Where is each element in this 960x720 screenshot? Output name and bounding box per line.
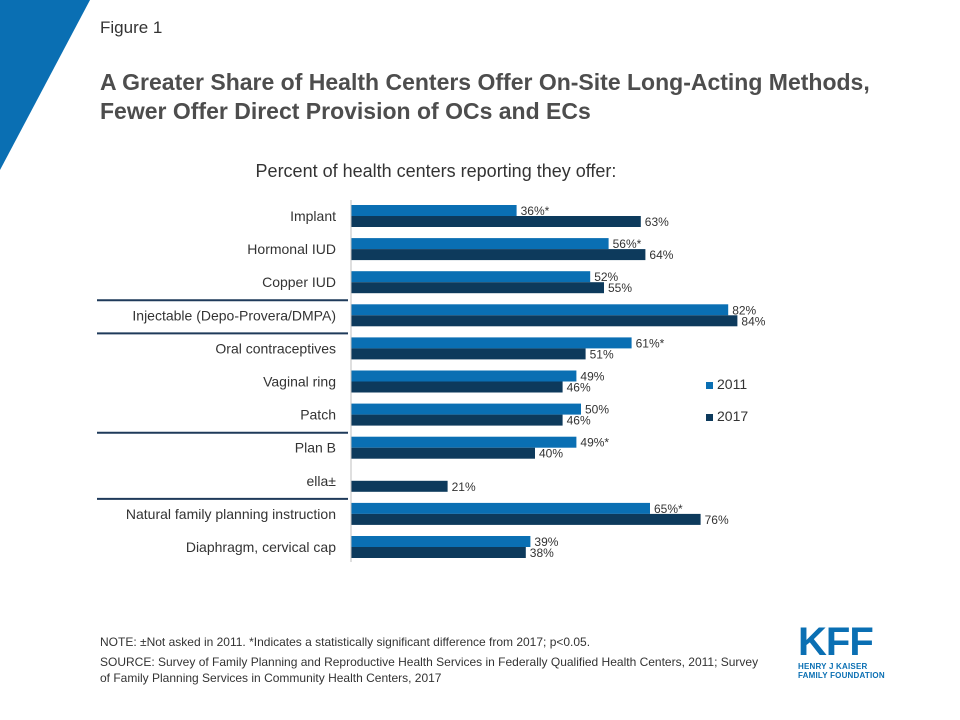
bar-2017-oral-contraceptives	[351, 348, 586, 360]
bar-2011-injectable-depo-provera-dmpa	[351, 304, 729, 316]
data-label-2011-vaginal-ring: 49%	[580, 370, 604, 384]
category-label-implant: Implant	[290, 208, 336, 224]
kff-logo: KFF HENRY J KAISER FAMILY FOUNDATION	[798, 622, 908, 680]
logo-mark: KFF	[798, 620, 874, 664]
data-label-2017-ella: 21%	[452, 480, 476, 494]
bar-2017-plan-b	[351, 447, 535, 459]
figure-label: Figure 1	[100, 18, 163, 37]
category-label-injectable-depo-provera-dmpa: Injectable (Depo-Provera/DMPA)	[132, 307, 336, 323]
data-label-2011-implant: 36%*	[521, 204, 550, 218]
category-label-vaginal-ring: Vaginal ring	[263, 374, 336, 390]
bar-2011-plan-b	[351, 436, 577, 448]
data-label-2011-oral-contraceptives: 61%*	[636, 336, 665, 350]
data-label-2017-implant: 63%	[645, 215, 669, 229]
category-label-oral-contraceptives: Oral contraceptives	[215, 340, 336, 356]
logo-line-2: FAMILY FOUNDATION	[798, 671, 885, 680]
data-label-2017-natural-family-planning-instruction: 76%	[705, 513, 729, 527]
bar-2017-natural-family-planning-instruction	[351, 513, 701, 525]
category-label-plan-b: Plan B	[295, 440, 336, 456]
chart-subtitle: Percent of health centers reporting they…	[255, 161, 617, 181]
data-label-2011-copper-iud: 52%	[594, 270, 618, 284]
data-label-2017-hormonal-iud: 64%	[649, 248, 673, 262]
bar-2017-ella	[351, 480, 448, 492]
data-label-2011-injectable-depo-provera-dmpa: 82%	[732, 303, 756, 317]
legend-swatch-2017	[706, 414, 713, 421]
data-label-2011-hormonal-iud: 56%*	[613, 237, 642, 251]
category-label-copper-iud: Copper IUD	[262, 274, 336, 290]
data-label-2017-plan-b: 40%	[539, 447, 563, 461]
footnote: NOTE: ±Not asked in 2011. *Indicates a s…	[100, 635, 591, 649]
bar-2011-vaginal-ring	[351, 370, 577, 382]
data-label-2017-copper-iud: 55%	[608, 281, 632, 295]
data-label-2011-patch: 50%	[585, 403, 609, 417]
category-label-natural-family-planning-instruction: Natural family planning instruction	[126, 506, 336, 522]
bar-2017-diaphragm-cervical-cap	[351, 547, 526, 558]
category-label-hormonal-iud: Hormonal IUD	[247, 241, 336, 257]
bar-2011-natural-family-planning-instruction	[351, 502, 650, 514]
bar-2011-copper-iud	[351, 271, 591, 283]
bar-2017-copper-iud	[351, 282, 604, 294]
data-label-2017-oral-contraceptives: 51%	[590, 347, 614, 361]
category-label-patch: Patch	[300, 407, 336, 423]
bar-2011-oral-contraceptives	[351, 337, 632, 349]
category-label-diaphragm-cervical-cap: Diaphragm, cervical cap	[186, 539, 336, 555]
data-label-2017-diaphragm-cervical-cap: 38%	[530, 546, 554, 560]
bar-2011-hormonal-iud	[351, 238, 609, 250]
bar-2017-injectable-depo-provera-dmpa	[351, 315, 738, 327]
category-label-ella: ella±	[307, 473, 337, 489]
data-label-2011-diaphragm-cervical-cap: 39%	[534, 535, 558, 549]
bar-2017-patch	[351, 414, 563, 426]
legend-swatch-2011	[706, 382, 713, 389]
bar-2017-vaginal-ring	[351, 381, 563, 393]
logo-line-1: HENRY J KAISER	[798, 662, 868, 671]
data-label-2017-injectable-depo-provera-dmpa: 84%	[741, 314, 765, 328]
bar-2011-implant	[351, 205, 517, 216]
bar-chart: Implant 36%* 63% Hormonal IUD 56%* 64% Copper …	[97, 200, 766, 562]
data-label-2017-patch: 46%	[567, 414, 591, 428]
bar-2017-implant	[351, 216, 641, 227]
legend-label-2011: 2011	[717, 376, 747, 392]
bar-2017-hormonal-iud	[351, 249, 646, 261]
legend-label-2017: 2017	[717, 408, 748, 424]
bar-2011-diaphragm-cervical-cap	[351, 536, 531, 547]
chart-title: A Greater Share of Health Centers Offer …	[100, 69, 870, 124]
data-label-2011-natural-family-planning-instruction: 65%*	[654, 502, 683, 516]
bar-2011-patch	[351, 403, 581, 415]
data-label-2011-plan-b: 49%*	[580, 436, 609, 450]
source-note: SOURCE: Survey of Family Planning and Re…	[100, 655, 759, 685]
data-label-2017-vaginal-ring: 46%	[567, 381, 591, 395]
